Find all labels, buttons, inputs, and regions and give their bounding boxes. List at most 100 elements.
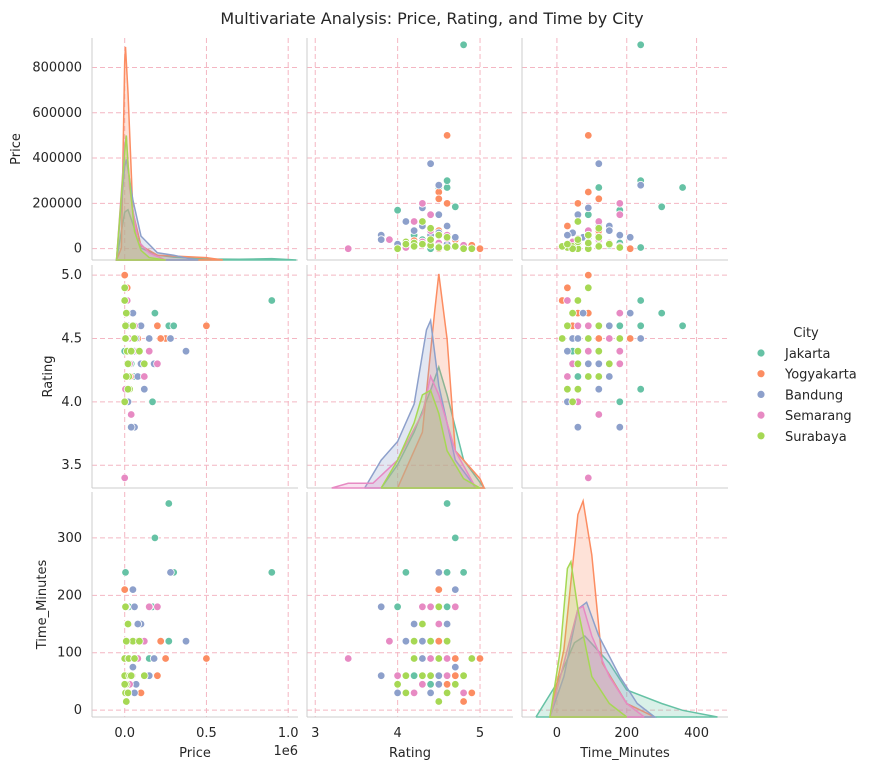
point-semarang — [615, 347, 624, 356]
point-semarang — [140, 372, 149, 381]
x-tick-label: 400 — [684, 726, 709, 741]
point-yogyakarta — [153, 321, 162, 330]
point-jakarta — [615, 397, 624, 406]
point-surabaya — [122, 372, 131, 381]
point-surabaya — [135, 637, 144, 646]
point-bandung — [130, 602, 139, 611]
kde-yogyakarta — [396, 273, 486, 489]
point-surabaya — [434, 654, 443, 663]
x-tick-label: 5 — [476, 726, 484, 741]
point-surabaya — [128, 321, 138, 330]
point-surabaya — [122, 308, 131, 318]
point-jakarta — [267, 296, 276, 305]
point-bandung — [442, 221, 452, 231]
point-yogyakarta — [202, 321, 211, 330]
point-surabaya — [120, 680, 129, 689]
y-tick-label: 4.5 — [61, 331, 82, 346]
point-surabaya — [451, 680, 460, 689]
y-axis-label: Time_Minutes — [35, 560, 50, 651]
point-yogyakarta — [434, 194, 443, 203]
point-bandung — [434, 210, 443, 219]
point-bandung — [605, 226, 614, 235]
point-surabaya — [568, 397, 577, 406]
point-jakarta — [150, 308, 160, 318]
point-jakarta — [636, 40, 645, 49]
point-bandung — [434, 180, 443, 190]
y-tick-label: 200 — [57, 588, 82, 603]
point-surabaya — [442, 688, 452, 698]
point-surabaya — [426, 235, 435, 244]
point-semarang — [442, 654, 452, 663]
point-bandung — [594, 159, 603, 168]
legend: City Jakarta Yogyakarta Bandung Semarang Sur… — [756, 326, 857, 445]
point-jakarta — [426, 680, 435, 689]
point-surabaya — [122, 697, 131, 706]
point-surabaya — [121, 602, 130, 611]
point-bandung — [451, 233, 460, 242]
point-surabaya — [459, 671, 468, 680]
point-yogyakarta — [584, 270, 593, 280]
point-bandung — [128, 662, 138, 672]
point-semarang — [393, 671, 402, 680]
legend-marker-semarang — [756, 410, 766, 420]
x-offset-text: 1e6 — [273, 744, 298, 759]
point-semarang — [615, 210, 624, 219]
point-semarang — [385, 235, 394, 244]
point-semarang — [153, 602, 162, 611]
point-bandung — [573, 334, 583, 343]
point-surabaya — [584, 238, 593, 248]
point-surabaya — [126, 671, 136, 680]
point-surabaya — [594, 233, 603, 242]
point-surabaya — [401, 239, 411, 249]
point-yogyakarta — [161, 654, 170, 663]
y-tick-label: 100 — [57, 646, 82, 661]
panel-Price-vs-Time_Minutes — [521, 38, 728, 261]
point-jakarta — [393, 205, 402, 215]
point-surabaya — [434, 697, 443, 706]
point-bandung — [166, 568, 175, 577]
point-surabaya — [605, 359, 614, 368]
point-bandung — [377, 671, 386, 680]
point-surabaya — [121, 321, 130, 330]
panel-Rating-vs-Rating — [306, 265, 513, 489]
point-jakarta — [657, 202, 666, 211]
point-bandung — [140, 385, 149, 394]
point-surabaya — [584, 283, 593, 292]
point-semarang — [409, 688, 419, 698]
panel-Rating-vs-Price — [91, 265, 298, 489]
point-semarang — [459, 688, 468, 698]
point-bandung — [133, 619, 142, 629]
point-surabaya — [126, 347, 136, 356]
point-yogyakarta — [626, 334, 635, 343]
point-semarang — [426, 210, 435, 219]
point-jakarta — [169, 321, 178, 330]
point-semarang — [451, 602, 460, 611]
point-yogyakarta — [434, 637, 443, 646]
legend-label-yogyakarta: Yogyakarta — [784, 368, 857, 383]
y-tick-label: 3.5 — [61, 458, 82, 473]
y-tick-label: 0 — [74, 703, 82, 718]
point-yogyakarta — [202, 654, 211, 663]
point-yogyakarta — [459, 697, 468, 706]
point-yogyakarta — [442, 199, 452, 208]
point-surabaya — [418, 671, 427, 680]
point-bandung — [451, 585, 460, 594]
point-yogyakarta — [434, 585, 443, 594]
point-bandung — [636, 180, 645, 190]
x-tick-label: 0 — [553, 726, 561, 741]
point-surabaya — [459, 244, 468, 253]
point-semarang — [442, 671, 452, 680]
x-tick-label: 4 — [393, 726, 401, 741]
point-yogyakarta — [156, 637, 165, 646]
point-semarang — [385, 637, 394, 646]
point-surabaya — [409, 637, 419, 646]
point-surabaya — [594, 242, 603, 251]
point-jakarta — [636, 385, 645, 394]
point-semarang — [120, 473, 129, 483]
point-semarang — [344, 244, 353, 253]
point-jakarta — [401, 568, 411, 577]
point-bandung — [426, 159, 435, 168]
point-surabaya — [130, 654, 139, 663]
point-bandung — [626, 308, 635, 318]
point-bandung — [144, 334, 154, 343]
